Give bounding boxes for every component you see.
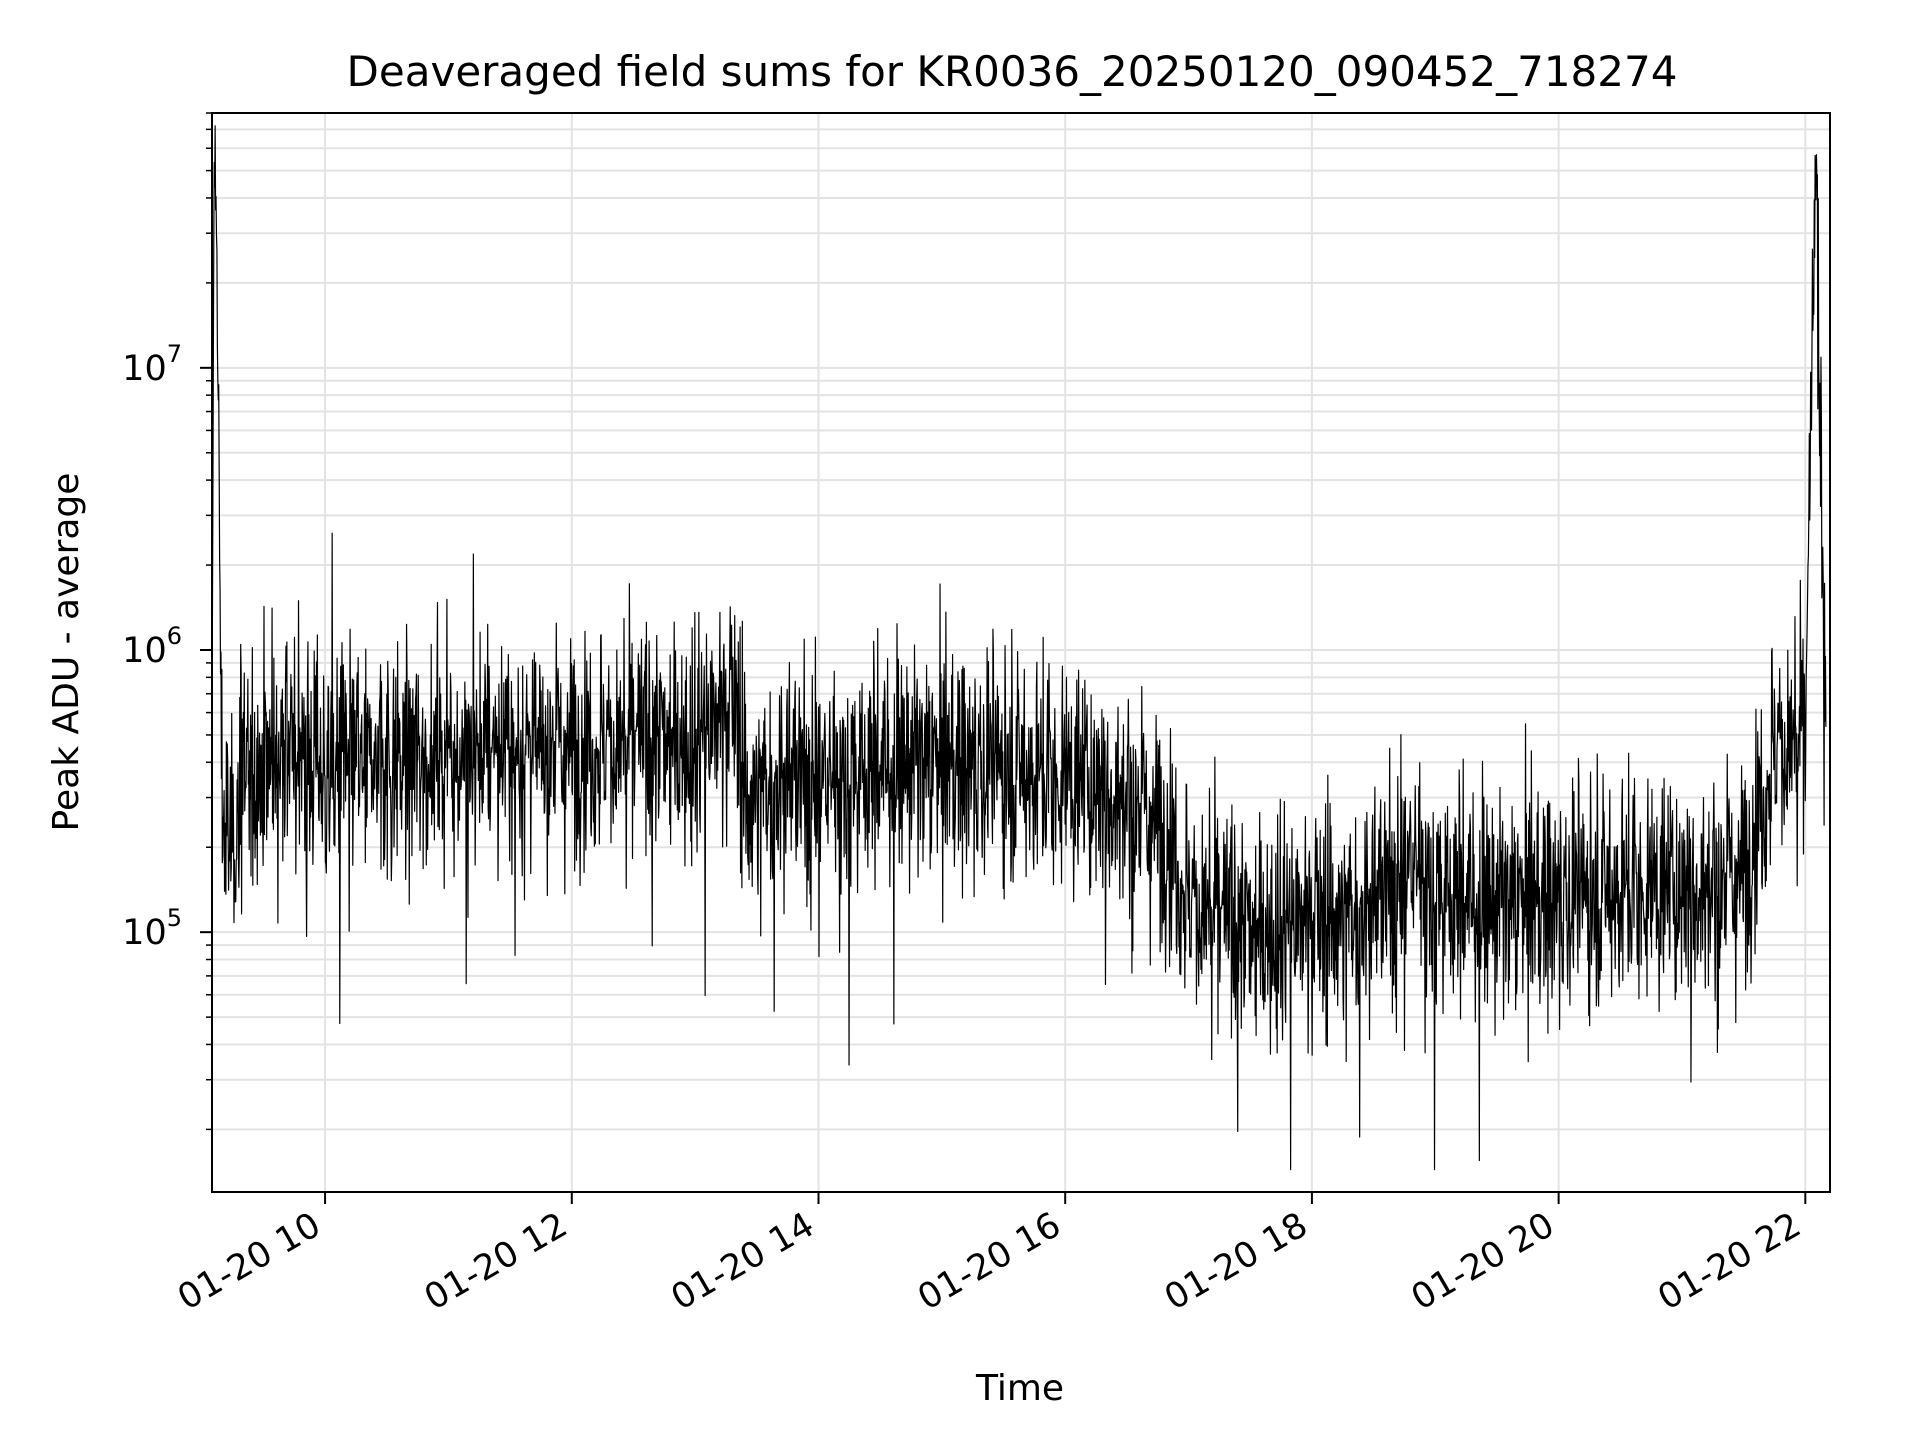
- plot-frame: [211, 112, 1831, 1193]
- grid: [212, 112, 1830, 1192]
- y-tick-label: 105: [122, 904, 182, 953]
- series-line: [211, 125, 1827, 1171]
- series-layer: [211, 125, 1827, 1171]
- y-tick-label: 106: [122, 622, 182, 671]
- x-axis-label: Time: [975, 1368, 1064, 1409]
- y-axis-label: Peak ADU - average: [46, 473, 87, 832]
- chart-title: Deaveraged field sums for KR0036_2025012…: [347, 47, 1678, 96]
- y-tick-label: 107: [122, 340, 182, 389]
